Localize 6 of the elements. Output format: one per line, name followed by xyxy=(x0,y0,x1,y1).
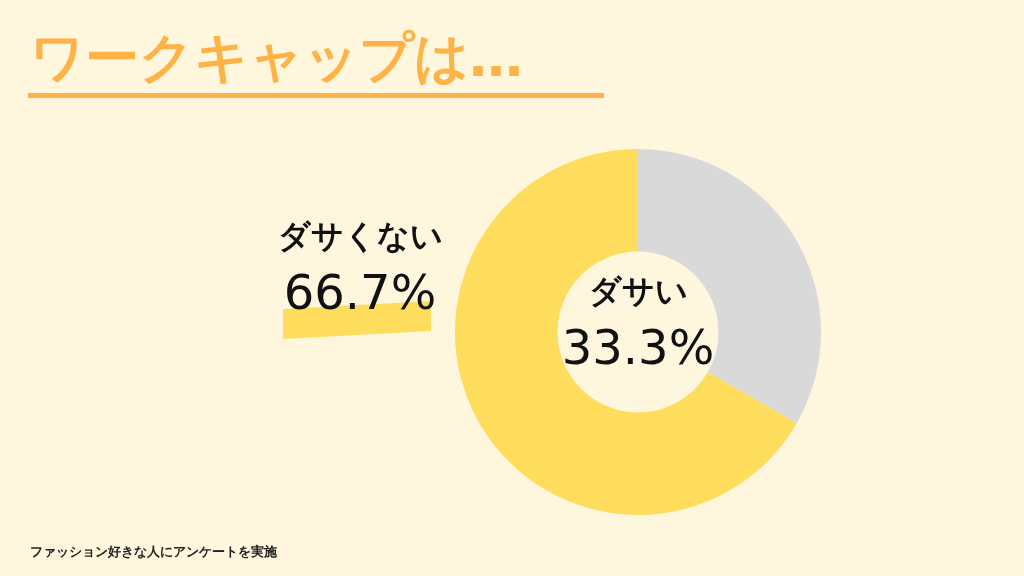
text: ファッション好きな人にアンケートを実施 xyxy=(30,543,277,561)
data-label: 33.3% xyxy=(561,319,715,376)
slice-label: ダサくない xyxy=(277,217,443,256)
chart-title: ワークキャップは… xyxy=(30,25,523,91)
data-label: 66.7% xyxy=(283,264,437,321)
slice-label: ダサい xyxy=(588,272,688,311)
